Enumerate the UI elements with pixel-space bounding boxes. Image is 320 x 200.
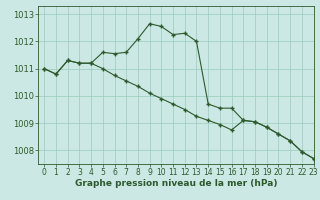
X-axis label: Graphe pression niveau de la mer (hPa): Graphe pression niveau de la mer (hPa) bbox=[75, 179, 277, 188]
